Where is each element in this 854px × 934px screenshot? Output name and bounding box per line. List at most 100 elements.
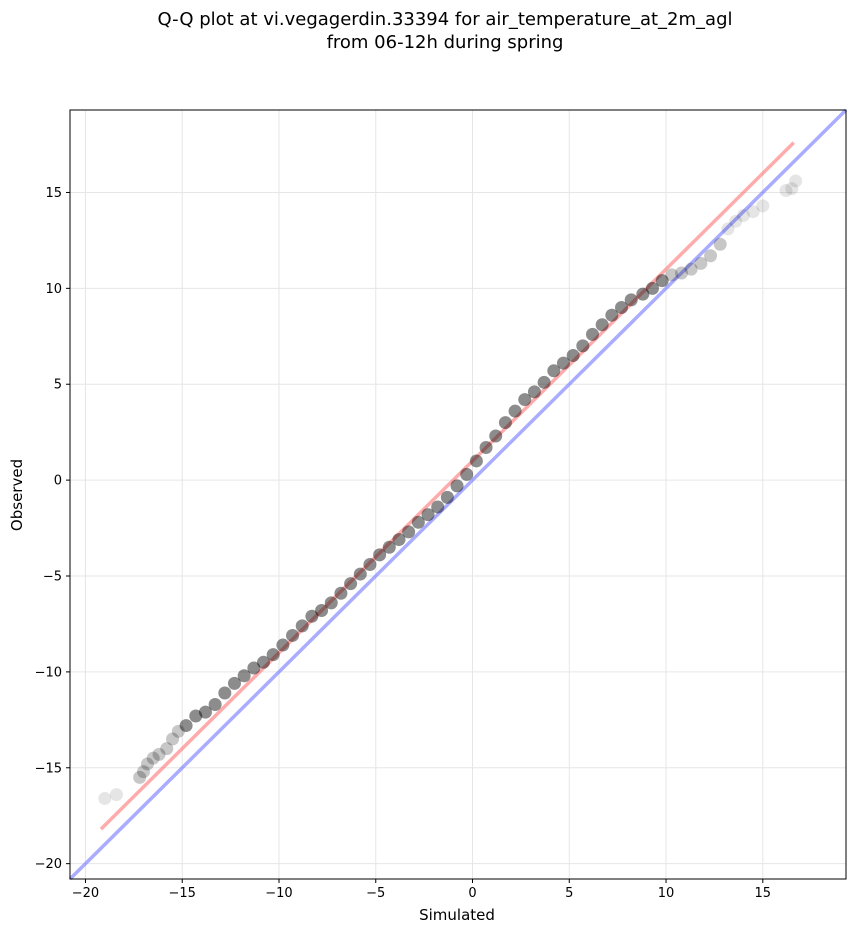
fit-line-group [99, 141, 795, 831]
x-tick-label: −10 [265, 886, 292, 901]
quantile-point [305, 609, 319, 623]
quantile-point [694, 256, 708, 270]
quantile-point [675, 266, 689, 280]
quantile-point [645, 281, 659, 295]
quantile-point [537, 375, 551, 389]
identity-line-group [68, 108, 848, 881]
x-tick-label: −5 [366, 886, 385, 901]
quantile-point [237, 669, 251, 683]
quantile-point [576, 339, 590, 353]
quantile-point [746, 205, 760, 219]
quantile-point [729, 214, 743, 228]
quantile-point [324, 596, 338, 610]
quantile-point [218, 686, 232, 700]
quantile-point [402, 525, 416, 539]
quantile-point [566, 348, 580, 362]
quantile-point [440, 490, 454, 504]
x-tick-label: 5 [565, 886, 573, 901]
quantile-point [615, 301, 629, 315]
quantile-point [450, 479, 464, 493]
quantile-point [208, 697, 222, 711]
x-tick-label: 15 [755, 886, 772, 901]
quantile-point [460, 467, 474, 481]
quantile-point [704, 249, 718, 263]
y-tick-label: 15 [45, 186, 62, 201]
chart-title: Q-Q plot at vi.vegagerdin.33394 for air_… [158, 9, 733, 30]
quantile-point [713, 237, 727, 251]
quantile-point [655, 274, 669, 288]
quantile-point [779, 184, 793, 198]
quantile-point [247, 661, 261, 675]
quantile-point [133, 770, 147, 784]
y-axis-label: Observed [8, 459, 26, 531]
y-axis-ticks: −20 −15 −10 −5 0 5 10 15 [35, 186, 70, 872]
plot-frame [69, 109, 847, 880]
quantile-point [684, 262, 698, 276]
quantile-point [189, 709, 203, 723]
quantile-point [146, 751, 160, 765]
quantile-point [140, 757, 154, 771]
quantile-point [363, 557, 377, 571]
y-tick-label: −10 [35, 665, 62, 680]
quantile-point [479, 441, 493, 455]
quantile-point [624, 293, 638, 307]
quantile-point [198, 705, 212, 719]
quantile-point [160, 742, 174, 756]
grid-lines [70, 110, 846, 879]
quantile-point [736, 208, 750, 222]
quantile-point [411, 515, 425, 529]
quantile-points [98, 174, 803, 805]
quantile-point [137, 765, 151, 779]
quantile-point [392, 533, 406, 547]
x-tick-label: −20 [72, 886, 99, 901]
x-axis-ticks: −20 −15 −10 −5 0 5 10 15 [72, 879, 771, 901]
quantile-point [171, 724, 185, 738]
quantile-point [334, 586, 348, 600]
quantile-point [152, 747, 166, 761]
quantile-point [527, 385, 541, 399]
quantile-point [344, 577, 358, 591]
x-tick-label: 0 [468, 886, 476, 901]
quantile-point [636, 287, 650, 301]
quantile-point [547, 364, 561, 378]
chart-subtitle: from 06-12h during spring [327, 32, 564, 53]
quantile-point [421, 508, 435, 522]
quantile-point [469, 454, 483, 468]
quantile-point [266, 648, 280, 662]
y-tick-label: 5 [54, 378, 62, 393]
quantile-point [498, 416, 512, 430]
quantile-point [595, 318, 609, 332]
quantile-point [98, 791, 112, 805]
quantile-point [785, 182, 799, 196]
y-tick-label: −15 [35, 761, 62, 776]
quantile-point [556, 356, 570, 370]
y-tick-label: 0 [54, 474, 62, 489]
quantile-point [756, 199, 770, 213]
y-tick-label: −20 [35, 857, 62, 872]
y-tick-label: 10 [45, 282, 62, 297]
quantile-point [295, 619, 309, 633]
quantile-point [257, 655, 271, 669]
x-tick-label: 10 [658, 886, 675, 901]
identity-line [68, 108, 848, 881]
quantile-point [353, 567, 367, 581]
quantile-point [518, 393, 532, 407]
quantile-point [179, 719, 193, 733]
quantile-point [109, 788, 123, 802]
quantile-point [227, 676, 241, 690]
quantile-point [605, 308, 619, 322]
quantile-point [431, 500, 445, 514]
quantile-point [508, 404, 522, 418]
quantile-point [665, 268, 679, 282]
x-axis-label: Simulated [419, 906, 495, 924]
quantile-point [789, 174, 803, 188]
fit-line [99, 141, 795, 831]
quantile-point [585, 327, 599, 341]
quantile-point [166, 732, 180, 746]
quantile-point [721, 222, 735, 236]
quantile-point [382, 540, 396, 554]
quantile-point [373, 548, 387, 562]
x-tick-label: −15 [169, 886, 196, 901]
quantile-point [315, 604, 329, 618]
